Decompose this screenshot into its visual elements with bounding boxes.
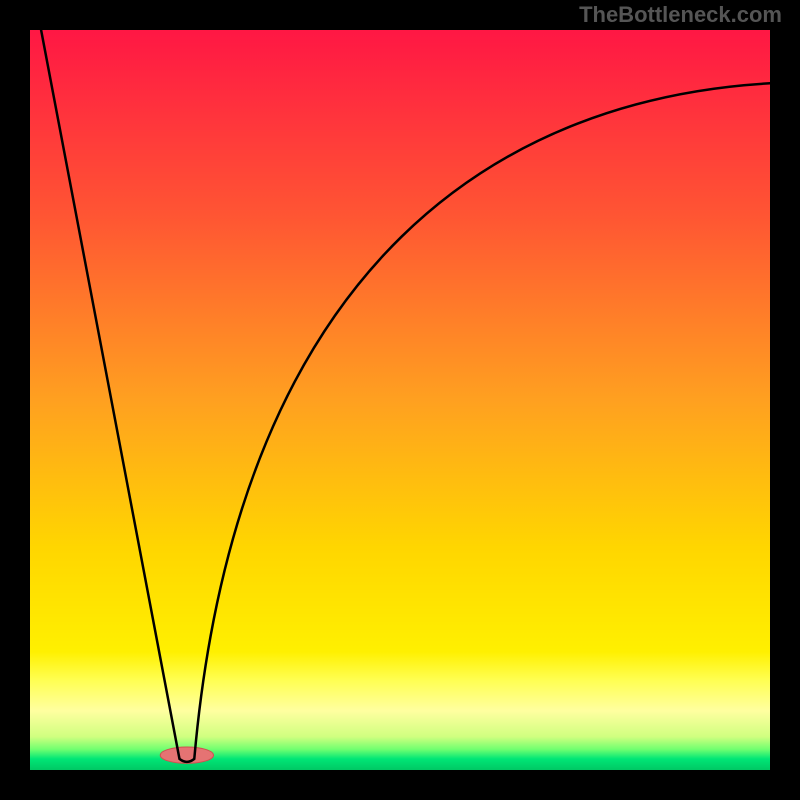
chart-svg: TheBottleneck.com [0, 0, 800, 800]
plot-background [30, 30, 770, 770]
chart-root: TheBottleneck.com [0, 0, 800, 800]
attribution-text: TheBottleneck.com [579, 2, 782, 27]
